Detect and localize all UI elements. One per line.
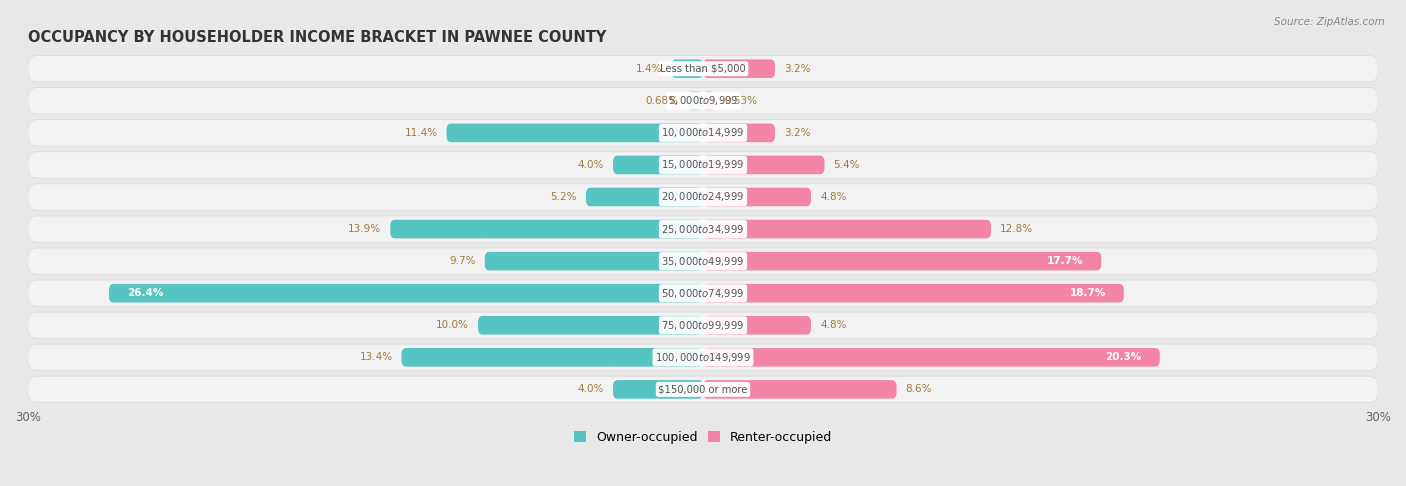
Text: 4.8%: 4.8% bbox=[820, 192, 846, 202]
FancyBboxPatch shape bbox=[703, 59, 775, 78]
FancyBboxPatch shape bbox=[703, 123, 775, 142]
Text: 9.7%: 9.7% bbox=[450, 256, 475, 266]
Text: OCCUPANCY BY HOUSEHOLDER INCOME BRACKET IN PAWNEE COUNTY: OCCUPANCY BY HOUSEHOLDER INCOME BRACKET … bbox=[28, 30, 606, 45]
Text: $100,000 to $149,999: $100,000 to $149,999 bbox=[655, 351, 751, 364]
Text: 1.4%: 1.4% bbox=[636, 64, 662, 74]
Text: $150,000 or more: $150,000 or more bbox=[658, 384, 748, 394]
Text: 13.4%: 13.4% bbox=[360, 352, 392, 363]
FancyBboxPatch shape bbox=[108, 284, 703, 302]
FancyBboxPatch shape bbox=[28, 120, 1378, 146]
FancyBboxPatch shape bbox=[28, 87, 1378, 114]
FancyBboxPatch shape bbox=[447, 123, 703, 142]
Text: $35,000 to $49,999: $35,000 to $49,999 bbox=[661, 255, 745, 268]
Text: 0.53%: 0.53% bbox=[724, 96, 756, 106]
Text: 4.0%: 4.0% bbox=[578, 160, 605, 170]
FancyBboxPatch shape bbox=[672, 59, 703, 78]
Text: $5,000 to $9,999: $5,000 to $9,999 bbox=[668, 94, 738, 107]
Text: 18.7%: 18.7% bbox=[1070, 288, 1105, 298]
FancyBboxPatch shape bbox=[703, 348, 1160, 366]
Text: 20.3%: 20.3% bbox=[1105, 352, 1142, 363]
Text: $75,000 to $99,999: $75,000 to $99,999 bbox=[661, 319, 745, 332]
Text: 5.4%: 5.4% bbox=[834, 160, 860, 170]
Text: $50,000 to $74,999: $50,000 to $74,999 bbox=[661, 287, 745, 300]
Text: Less than $5,000: Less than $5,000 bbox=[661, 64, 745, 74]
FancyBboxPatch shape bbox=[703, 188, 811, 206]
FancyBboxPatch shape bbox=[703, 252, 1101, 270]
Text: 3.2%: 3.2% bbox=[785, 128, 810, 138]
FancyBboxPatch shape bbox=[28, 55, 1378, 82]
Text: 13.9%: 13.9% bbox=[349, 224, 381, 234]
Text: Source: ZipAtlas.com: Source: ZipAtlas.com bbox=[1274, 17, 1385, 27]
Text: 8.6%: 8.6% bbox=[905, 384, 932, 394]
FancyBboxPatch shape bbox=[28, 280, 1378, 306]
FancyBboxPatch shape bbox=[28, 344, 1378, 370]
FancyBboxPatch shape bbox=[703, 380, 897, 399]
FancyBboxPatch shape bbox=[28, 216, 1378, 242]
Text: 12.8%: 12.8% bbox=[1000, 224, 1033, 234]
FancyBboxPatch shape bbox=[28, 184, 1378, 210]
FancyBboxPatch shape bbox=[402, 348, 703, 366]
FancyBboxPatch shape bbox=[613, 380, 703, 399]
FancyBboxPatch shape bbox=[391, 220, 703, 238]
FancyBboxPatch shape bbox=[28, 376, 1378, 402]
Text: 3.2%: 3.2% bbox=[785, 64, 810, 74]
Text: 0.68%: 0.68% bbox=[645, 96, 679, 106]
FancyBboxPatch shape bbox=[28, 152, 1378, 178]
Legend: Owner-occupied, Renter-occupied: Owner-occupied, Renter-occupied bbox=[568, 426, 838, 449]
FancyBboxPatch shape bbox=[28, 312, 1378, 338]
Text: 26.4%: 26.4% bbox=[127, 288, 163, 298]
FancyBboxPatch shape bbox=[703, 156, 824, 174]
FancyBboxPatch shape bbox=[485, 252, 703, 270]
FancyBboxPatch shape bbox=[586, 188, 703, 206]
Text: 10.0%: 10.0% bbox=[436, 320, 470, 330]
FancyBboxPatch shape bbox=[688, 91, 703, 110]
Text: $25,000 to $34,999: $25,000 to $34,999 bbox=[661, 223, 745, 236]
Text: 11.4%: 11.4% bbox=[405, 128, 437, 138]
FancyBboxPatch shape bbox=[703, 91, 714, 110]
FancyBboxPatch shape bbox=[478, 316, 703, 334]
Text: $15,000 to $19,999: $15,000 to $19,999 bbox=[661, 158, 745, 172]
FancyBboxPatch shape bbox=[28, 248, 1378, 274]
FancyBboxPatch shape bbox=[613, 156, 703, 174]
FancyBboxPatch shape bbox=[703, 284, 1123, 302]
Text: 5.2%: 5.2% bbox=[551, 192, 576, 202]
FancyBboxPatch shape bbox=[703, 316, 811, 334]
FancyBboxPatch shape bbox=[703, 220, 991, 238]
Text: 17.7%: 17.7% bbox=[1047, 256, 1083, 266]
Text: 4.0%: 4.0% bbox=[578, 384, 605, 394]
Text: $20,000 to $24,999: $20,000 to $24,999 bbox=[661, 191, 745, 204]
Text: 4.8%: 4.8% bbox=[820, 320, 846, 330]
Text: $10,000 to $14,999: $10,000 to $14,999 bbox=[661, 126, 745, 139]
